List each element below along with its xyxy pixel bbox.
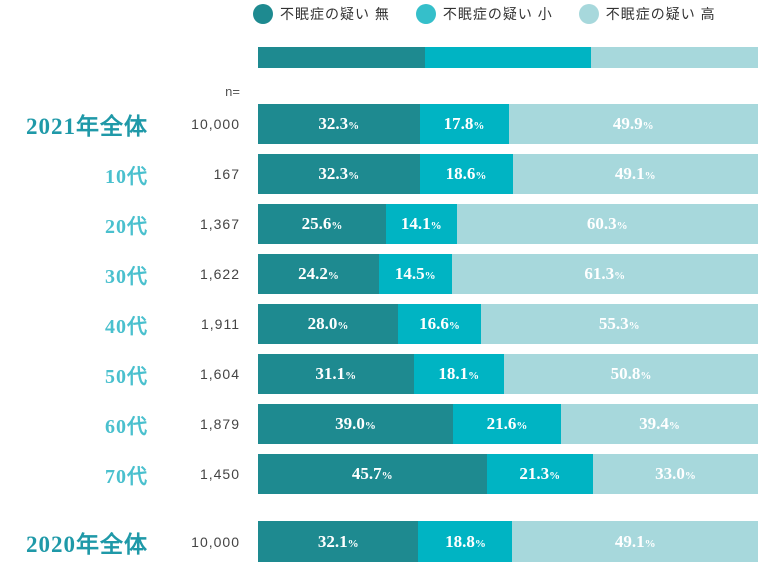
row-n-value: 1,450	[199, 466, 240, 482]
bar-segment-low: 18.8%	[418, 521, 513, 562]
bar-segment-low: 21.3%	[486, 454, 593, 494]
chart-row-70s: 70代 1,450 45.7% 21.3% 33.0%	[0, 454, 758, 494]
chart-row-2021-total: 2021年全体 10,000 32.3% 17.8% 49.9%	[0, 104, 758, 144]
bar-segment-low: 18.6%	[419, 154, 513, 194]
bar-segment-high: 61.3%	[451, 254, 758, 294]
row-n-value: 10,000	[191, 116, 240, 132]
row-label: 70代	[105, 465, 148, 488]
row-n-value: 1,604	[199, 366, 240, 382]
bar-segment-low: 18.1%	[413, 354, 504, 394]
stacked-bar: 28.0% 16.6% 55.3%	[258, 304, 758, 344]
bar-segment-high: 39.4%	[561, 404, 758, 444]
bar-segment-high: 49.1%	[512, 154, 758, 194]
stacked-bar: 25.6% 14.1% 60.3%	[258, 204, 758, 244]
legend-item-none: 不眠症の疑い 無	[253, 4, 390, 24]
bar-segment-high: 49.1%	[512, 521, 758, 562]
stacked-bar: 39.0% 21.6% 39.4%	[258, 404, 758, 444]
stacked-bar: 32.3% 18.6% 49.1%	[258, 154, 758, 194]
row-n-value: 10,000	[191, 533, 240, 550]
chart-row-60s: 60代 1,879 39.0% 21.6% 39.4%	[0, 404, 758, 444]
legend-item-low: 不眠症の疑い 小	[415, 4, 553, 24]
row-n-value: 1,911	[201, 316, 240, 332]
stacked-bar: 45.7% 21.3% 33.0%	[258, 454, 758, 494]
stacked-bar: 32.1% 18.8% 49.1%	[258, 521, 758, 562]
legend-label-low: 不眠症の疑い 小	[442, 6, 553, 22]
row-label: 40代	[105, 315, 148, 338]
bar-segment-low: 14.5%	[379, 254, 452, 294]
bar-segment-none: 31.1%	[258, 354, 414, 394]
legend-circle-high-icon	[578, 4, 599, 24]
bar-segment-low: 14.1%	[386, 204, 457, 244]
legend-item-high: 不眠症の疑い 高	[578, 4, 716, 24]
bar-segment-none: 45.7%	[258, 454, 487, 494]
bar-segment-high: 33.0%	[593, 454, 758, 494]
bar-segment-low: 17.8%	[419, 104, 509, 144]
stacked-bar: 24.2% 14.5% 61.3%	[258, 254, 758, 294]
chart-row-40s: 40代 1,911 28.0% 16.6% 55.3%	[0, 304, 758, 344]
bar-segment-low: 16.6%	[398, 304, 481, 344]
row-n-value: 1,879	[199, 416, 240, 432]
row-n-value: 1,367	[199, 216, 240, 232]
bar-segment-none: 39.0%	[258, 404, 453, 444]
legend-circle-none-icon	[253, 4, 273, 24]
bar-segment-none: 32.3%	[258, 104, 420, 144]
stacked-bar: 32.3% 17.8% 49.9%	[258, 104, 758, 144]
bar-segment-none: 25.6%	[258, 204, 386, 244]
decoration-segment-low	[424, 47, 592, 68]
bar-segment-none: 32.3%	[258, 154, 420, 194]
row-n-value: 167	[213, 166, 240, 182]
row-label: 2020年全体	[26, 531, 148, 557]
decoration-segment-none	[258, 47, 425, 68]
legend-label-high: 不眠症の疑い 高	[605, 6, 716, 22]
chart-row-30s: 30代 1,622 24.2% 14.5% 61.3%	[0, 254, 758, 294]
row-label: 10代	[105, 165, 148, 188]
bar-segment-none: 28.0%	[258, 304, 398, 344]
bar-segment-none: 24.2%	[258, 254, 379, 294]
chart-row-2020-total: 2020年全体 10,000 32.1% 18.8% 49.1%	[0, 521, 758, 562]
n-column-header: n=	[225, 84, 240, 99]
legend-label-none: 不眠症の疑い 無	[280, 6, 390, 22]
chart-legend: 不眠症の疑い 無 不眠症の疑い 小 不眠症の疑い 高	[253, 4, 716, 24]
bar-segment-high: 50.8%	[504, 354, 758, 394]
bar-segment-none: 32.1%	[258, 521, 419, 562]
chart-row-20s: 20代 1,367 25.6% 14.1% 60.3%	[0, 204, 758, 244]
decoration-segment-high	[591, 47, 758, 68]
bar-segment-high: 49.9%	[508, 104, 758, 144]
bar-segment-high: 60.3%	[456, 204, 758, 244]
legend-circle-low-icon	[415, 4, 436, 24]
row-label: 30代	[105, 265, 148, 288]
row-n-value: 1,622	[199, 266, 240, 282]
bar-segment-high: 55.3%	[481, 304, 758, 344]
stacked-bar: 31.1% 18.1% 50.8%	[258, 354, 758, 394]
row-label: 20代	[105, 215, 148, 238]
row-label: 60代	[105, 415, 148, 438]
row-label: 50代	[105, 365, 148, 388]
row-label: 2021年全体	[26, 114, 148, 139]
bar-segment-low: 21.6%	[453, 404, 561, 444]
chart-row-50s: 50代 1,604 31.1% 18.1% 50.8%	[0, 354, 758, 394]
header-decoration-bar	[258, 47, 758, 68]
chart-row-10s: 10代 167 32.3% 18.6% 49.1%	[0, 154, 758, 194]
